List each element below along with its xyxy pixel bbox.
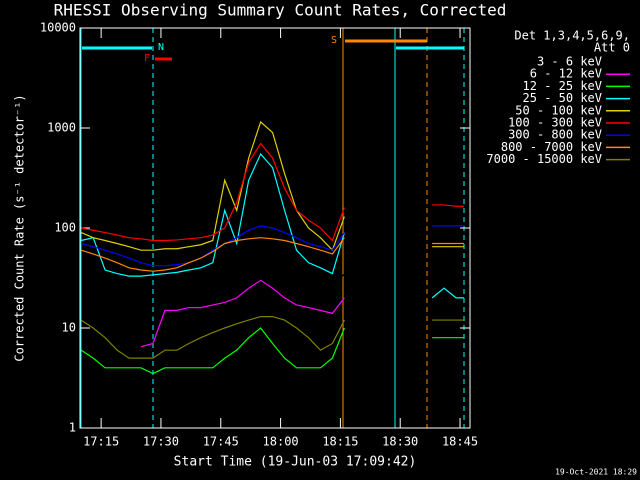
x-tick-label: 18:15	[322, 435, 358, 449]
series-line	[81, 152, 465, 299]
y-tick-label: 10000	[40, 21, 76, 35]
series-line	[80, 327, 465, 375]
x-tick-label: 18:00	[263, 435, 299, 449]
legend-label: 7000 - 15000 keV	[486, 152, 602, 166]
legend-label: 3 - 6 keV	[537, 55, 602, 69]
series-line	[81, 225, 465, 267]
y-axis-label: Corrected Count Rate (s⁻¹ detector⁻¹)	[13, 94, 27, 361]
x-tick-label: 18:30	[382, 435, 418, 449]
series-line	[80, 316, 465, 359]
legend-title: Att 0	[594, 41, 630, 55]
legend-label: 12 - 25 keV	[523, 79, 602, 93]
legend-label: 50 - 100 keV	[515, 103, 602, 117]
y-tick-label: 1000	[47, 121, 76, 135]
series-line	[81, 142, 465, 242]
series-line	[81, 237, 465, 272]
legend-label: 6 - 12 keV	[530, 67, 602, 81]
series-line	[140, 279, 345, 348]
legend-label: 300 - 800 keV	[508, 128, 602, 142]
series-line	[152, 265, 345, 317]
x-tick-label: 17:45	[203, 435, 239, 449]
footer: 19-Oct-2021 18:29	[555, 468, 637, 477]
legend-label: 100 - 300 keV	[508, 116, 602, 130]
x-tick-label: 18:45	[442, 435, 478, 449]
legend-label: 25 - 50 keV	[523, 91, 602, 105]
series-line	[80, 120, 465, 252]
annotation: S	[331, 35, 337, 46]
legend-title: Det 1,3,4,5,6,9,	[514, 29, 630, 43]
y-tick-label: 1	[69, 421, 76, 435]
x-tick-label: 17:15	[83, 435, 119, 449]
y-tick-label: 100	[54, 221, 76, 235]
annotation: F	[144, 53, 150, 64]
x-axis-label: Start Time (19-Jun-03 17:09:42)	[174, 455, 417, 470]
chart-title: RHESSI Observing Summary Count Rates, Co…	[54, 1, 507, 20]
legend-label: 800 - 7000 keV	[501, 140, 602, 154]
annotation: N	[158, 42, 164, 53]
x-tick-label: 17:30	[143, 435, 179, 449]
y-tick-label: 10	[62, 321, 76, 335]
